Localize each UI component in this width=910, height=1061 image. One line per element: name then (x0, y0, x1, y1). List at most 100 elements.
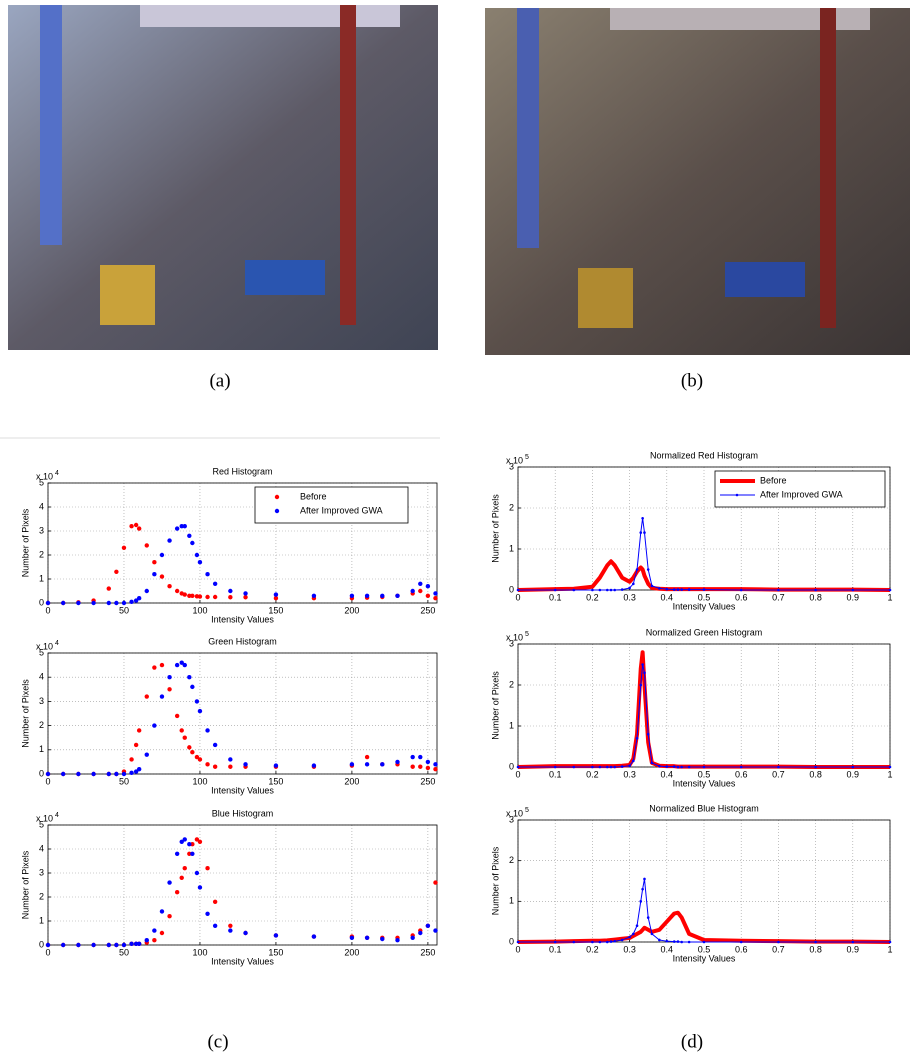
y-scale-exponent: 5 (525, 807, 529, 814)
marker (613, 588, 617, 592)
point (136, 526, 142, 531)
point (273, 763, 279, 768)
marker (572, 940, 576, 944)
y-tick-label: 1 (509, 720, 514, 730)
marker (888, 588, 892, 592)
x-tick-label: 0.1 (549, 769, 562, 779)
legend-marker (735, 493, 739, 497)
x-tick-label: 0.8 (809, 944, 822, 954)
y-axis-label: Number of Pixels (20, 850, 30, 919)
point (121, 771, 127, 777)
point (205, 866, 210, 871)
point (433, 880, 438, 885)
point (410, 935, 415, 940)
x-tick-label: 0.2 (586, 944, 599, 954)
marker (609, 765, 613, 769)
photo-a (8, 5, 438, 350)
x-tick-label: 0.7 (772, 944, 785, 954)
marker (672, 765, 676, 768)
x-tick-label: 0 (515, 592, 520, 602)
x-tick-label: 0.4 (661, 944, 674, 954)
caption: (d) (681, 1031, 703, 1052)
y-scale-exponent: 4 (55, 640, 59, 647)
point (418, 764, 423, 769)
marker (613, 939, 617, 943)
point (182, 592, 187, 597)
point (187, 842, 192, 847)
x-tick-label: 50 (119, 776, 129, 786)
x-tick-label: 0.6 (735, 592, 748, 602)
y-axis-label: Number of Pixels (20, 679, 30, 748)
y-tick-label: 0 (509, 761, 514, 771)
marker (777, 765, 780, 769)
x-axis-label: Intensity Values (211, 956, 274, 966)
point (76, 771, 81, 777)
marker (814, 765, 817, 769)
point (425, 923, 431, 928)
x-tick-label: 50 (119, 947, 129, 957)
point (425, 765, 431, 771)
marker (516, 588, 520, 592)
point (167, 584, 172, 589)
legend-label: After Improved GWA (760, 489, 843, 499)
marker (635, 924, 639, 928)
point (45, 771, 51, 777)
x-tick-label: 0.9 (847, 592, 860, 602)
y-tick-label: 2 (509, 855, 514, 865)
point (190, 593, 195, 598)
point (311, 763, 317, 768)
x-tick-label: 0.5 (698, 944, 711, 954)
x-tick-label: 100 (192, 947, 207, 957)
marker (676, 940, 680, 943)
point (174, 890, 180, 895)
point (410, 588, 415, 594)
x-tick-label: 0.9 (847, 944, 860, 954)
point (144, 588, 149, 594)
point (380, 593, 385, 598)
point (106, 942, 111, 948)
y-tick-label: 1 (509, 543, 514, 553)
marker (609, 940, 613, 943)
point (311, 593, 317, 598)
x-tick-label: 250 (420, 776, 435, 786)
x-tick-label: 1 (887, 592, 892, 602)
marker (605, 765, 609, 769)
x-axis-label: Intensity Values (673, 778, 736, 788)
chart-title: Red Histogram (212, 466, 272, 476)
marker (702, 765, 706, 769)
point (187, 533, 192, 538)
x-tick-label: 0.3 (623, 944, 636, 954)
point (136, 728, 142, 733)
point (273, 933, 279, 938)
marker (851, 940, 855, 944)
point (395, 759, 400, 765)
marker (643, 531, 646, 534)
point (212, 581, 218, 586)
x-tick-label: 100 (192, 776, 207, 786)
marker (605, 940, 609, 944)
marker (687, 765, 691, 769)
x-tick-label: 0.6 (735, 769, 748, 779)
y-tick-label: 3 (39, 867, 44, 877)
y-scale-exponent: 4 (55, 812, 59, 819)
point (159, 694, 165, 699)
point (159, 930, 165, 936)
x-tick-label: 0.5 (698, 592, 711, 602)
marker (739, 765, 743, 769)
marker (739, 940, 743, 944)
x-tick-label: 0.2 (586, 592, 599, 602)
y-axis-label: Number of Pixels (490, 846, 500, 915)
y-tick-label: 4 (39, 501, 44, 511)
marker (676, 588, 680, 591)
point (129, 599, 134, 604)
point (197, 594, 203, 599)
x-tick-label: 0.1 (549, 944, 562, 954)
y-scale: x 10 (506, 455, 523, 465)
marker (641, 663, 644, 666)
point (395, 593, 400, 598)
point (60, 600, 66, 606)
x-tick-label: 0.3 (623, 769, 636, 779)
marker (598, 765, 602, 769)
point (179, 875, 184, 880)
x-tick-label: 200 (344, 947, 359, 957)
